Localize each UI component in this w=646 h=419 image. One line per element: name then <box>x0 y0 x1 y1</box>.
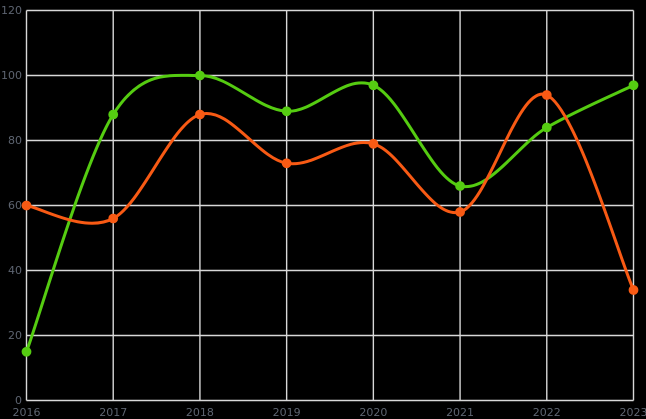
y-axis-tick-label: 40 <box>8 263 22 277</box>
data-point-green-series <box>455 181 465 191</box>
grid-lines <box>25 9 635 402</box>
series-line-green-series <box>25 73 635 354</box>
data-point-orange-series <box>455 207 465 217</box>
data-point-green-series <box>281 106 292 117</box>
data-point-green-series <box>628 80 639 91</box>
x-axis-tick-label: 2023 <box>619 405 646 419</box>
x-axis-tick-label: 2022 <box>532 405 561 419</box>
data-point-orange-series <box>628 285 639 295</box>
data-point-orange-series <box>541 90 552 100</box>
data-point-green-series <box>21 346 32 357</box>
x-axis-tick-label: 2020 <box>359 405 388 419</box>
y-axis-tick-label: 60 <box>8 198 22 212</box>
data-point-green-series <box>368 80 379 91</box>
data-point-orange-series <box>195 109 205 120</box>
y-axis-tick-label: 80 <box>8 133 22 147</box>
data-point-orange-series <box>368 138 379 149</box>
x-axis-tick-label: 2019 <box>272 405 301 419</box>
data-point-green-series <box>541 122 552 133</box>
y-axis-tick-label: 120 <box>1 3 22 17</box>
x-axis-tick-label: 2017 <box>99 405 128 419</box>
y-axis-tick-label: 20 <box>8 328 22 342</box>
series-line-orange-series <box>25 92 635 292</box>
x-axis-tick-label: 2021 <box>446 405 475 419</box>
data-point-orange-series <box>108 213 119 224</box>
data-point-orange-series <box>281 158 292 169</box>
series-markers <box>21 70 639 357</box>
x-axis-tick-label: 2016 <box>12 405 41 419</box>
y-axis-tick-label: 0 <box>15 393 22 407</box>
data-point-green-series <box>195 70 205 81</box>
x-axis-tick-label: 2018 <box>185 405 214 419</box>
data-point-green-series <box>108 109 119 120</box>
series-lines <box>25 73 635 354</box>
y-axis-tick-label: 100 <box>1 68 22 82</box>
data-point-orange-series <box>21 200 32 211</box>
